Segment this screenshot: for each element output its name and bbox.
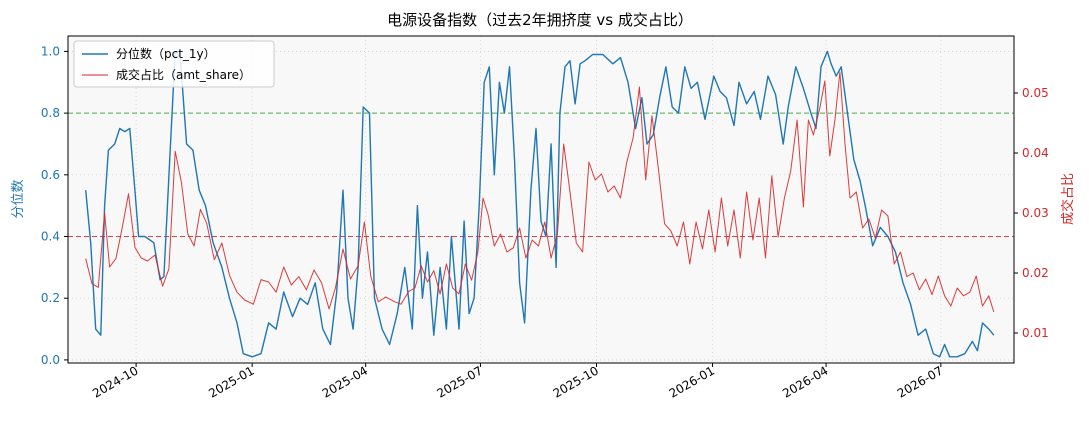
y-left-tick-label: 0.4: [41, 230, 60, 244]
y-axis-right: 0.01 0.02 0.03 0.04 0.05: [1014, 86, 1049, 340]
x-axis: 2024-10 2025-01 2025-04 2025-07 2025-10 2026-…: [90, 363, 945, 401]
y-axis-right-label: 成交占比: [1060, 173, 1076, 225]
y-right-tick-label: 0.03: [1022, 206, 1049, 220]
y-left-tick-label: 0.6: [41, 168, 60, 182]
chart-title: 电源设备指数（过去2年拥挤度 vs 成交占比）: [387, 11, 693, 29]
series-line-amt: [85, 71, 995, 313]
x-tick-label: 2025-07: [435, 363, 485, 400]
y-left-tick-label: 0.2: [41, 291, 60, 305]
x-tick-label: 2025-01: [206, 363, 256, 400]
legend: 分位数（pct_1y） 成交占比（amt_share）: [73, 40, 275, 88]
series-line-pct: [85, 50, 995, 358]
x-tick-label: 2025-10: [551, 363, 601, 400]
legend-label-pct: 分位数（pct_1y）: [116, 46, 216, 61]
series-lines: [85, 50, 995, 358]
y-axis-left-label: 分位数: [11, 179, 26, 218]
legend-box: [73, 40, 275, 88]
x-tick-label: 2024-10: [90, 363, 140, 400]
y-right-tick-label: 0.04: [1022, 146, 1049, 160]
x-tick-label: 2025-04: [320, 363, 370, 400]
legend-label-amt: 成交占比（amt_share）: [116, 67, 251, 82]
y-axis-left: 0.0 0.2 0.4 0.6 0.8 1.0: [41, 44, 68, 367]
y-left-tick-label: 1.0: [41, 44, 60, 58]
x-tick-label: 2026-04: [780, 363, 830, 400]
y-left-tick-label: 0.8: [41, 106, 60, 120]
x-tick-label: 2026-01: [667, 363, 717, 400]
y-left-tick-label: 0.0: [41, 353, 60, 367]
x-tick-label: 2026-07: [895, 363, 945, 400]
y-right-tick-label: 0.05: [1022, 86, 1049, 100]
plot-area: [68, 36, 1014, 363]
plot-frame: [67, 35, 1015, 364]
y-right-tick-label: 0.02: [1022, 266, 1049, 280]
y-right-tick-label: 0.01: [1022, 326, 1049, 340]
